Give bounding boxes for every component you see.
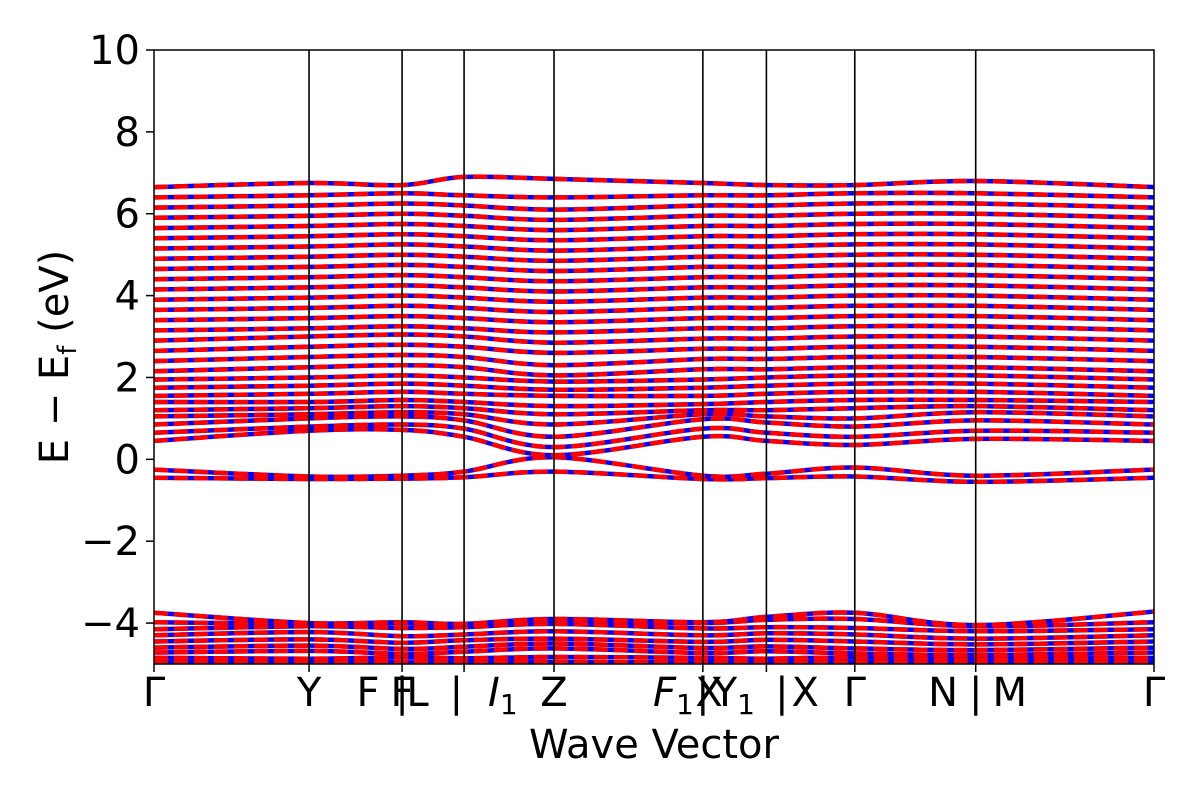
band-line bbox=[154, 313, 1154, 325]
y-tick-label: 8 bbox=[115, 110, 140, 156]
y-tick-label: −4 bbox=[81, 601, 140, 647]
band-line bbox=[154, 397, 1154, 409]
band-line bbox=[154, 323, 1154, 335]
band-line bbox=[154, 352, 1154, 368]
y-tick-label: 0 bbox=[115, 437, 140, 483]
band-line bbox=[154, 362, 1154, 378]
y-tick-label: 4 bbox=[115, 274, 140, 320]
band-line bbox=[154, 641, 1154, 653]
band-line bbox=[154, 414, 1154, 440]
x-tick-label: F bbox=[391, 670, 414, 716]
band-line bbox=[154, 658, 1154, 664]
y-axis-label-main: E − E bbox=[32, 355, 78, 465]
band-line bbox=[154, 372, 1154, 384]
x-tick-label: X bbox=[791, 670, 818, 716]
band-line bbox=[154, 292, 1154, 304]
y-tick-label: 6 bbox=[115, 192, 140, 238]
x-tick-label: M bbox=[993, 670, 1028, 716]
x-tick-label: | bbox=[969, 670, 982, 716]
band-line bbox=[154, 221, 1154, 233]
x-tick-label: | bbox=[395, 670, 408, 716]
y-axis-label-unit: (eV) bbox=[32, 250, 78, 346]
x-tick-label: Γ bbox=[1143, 670, 1166, 716]
band-line bbox=[154, 342, 1154, 356]
band-line bbox=[154, 636, 1154, 647]
band-line bbox=[154, 272, 1154, 284]
x-tick-label: Y1 bbox=[712, 670, 755, 721]
band-line bbox=[154, 231, 1154, 243]
band-line bbox=[154, 252, 1154, 264]
bands-layer bbox=[154, 174, 1154, 664]
band-line bbox=[154, 426, 1154, 458]
band-line bbox=[154, 609, 1154, 628]
x-tick-label: F bbox=[356, 670, 379, 716]
x-tick-label: L bbox=[406, 670, 429, 716]
band-line bbox=[154, 455, 1154, 480]
x-tick-label: X bbox=[695, 670, 722, 716]
x-tick-label: Γ bbox=[143, 670, 166, 716]
y-tick-label: −2 bbox=[81, 519, 140, 565]
y-axis-label-sub: f bbox=[53, 345, 83, 355]
x-tick-label: N bbox=[928, 670, 958, 716]
x-tick-label: | bbox=[696, 670, 709, 716]
band-line bbox=[154, 410, 1154, 427]
x-tick-label: Γ bbox=[844, 670, 867, 716]
band-line bbox=[154, 174, 1154, 190]
band-line bbox=[154, 241, 1154, 253]
band-line bbox=[154, 389, 1154, 399]
band-line bbox=[154, 211, 1154, 223]
x-tick-label: | bbox=[775, 670, 788, 716]
band-line bbox=[154, 621, 1154, 634]
y-axis-label: E − Ef (eV) bbox=[32, 250, 83, 465]
x-tick-label: | bbox=[450, 670, 463, 716]
band-line bbox=[154, 190, 1154, 200]
band-line bbox=[154, 303, 1154, 315]
x-tick-label: F1 bbox=[653, 670, 694, 721]
band-line bbox=[154, 282, 1154, 294]
x-tick-label: Z bbox=[540, 670, 567, 716]
band-line bbox=[154, 380, 1154, 393]
band-line bbox=[154, 262, 1154, 274]
x-axis-label: Wave Vector bbox=[529, 722, 780, 768]
plot-frame bbox=[153, 49, 1155, 665]
y-axis-ticks: 10 8 6 4 2 0 −2 −4 bbox=[81, 28, 154, 647]
band-line bbox=[154, 422, 1154, 450]
x-axis-ticks: Γ Y F FL| | I1 Z F1 |XY1 | X Γ N | M Γ bbox=[143, 664, 1166, 721]
x-tick-label: Y bbox=[296, 670, 322, 716]
x-tick-label: I1 bbox=[488, 670, 518, 721]
y-tick-label: 2 bbox=[115, 355, 140, 401]
band-line bbox=[154, 654, 1154, 661]
band-line bbox=[154, 629, 1154, 641]
y-tick-label: 10 bbox=[89, 28, 140, 74]
band-line bbox=[154, 403, 1154, 417]
high-symmetry-lines bbox=[308, 50, 977, 664]
band-line bbox=[154, 332, 1154, 345]
band-line bbox=[154, 646, 1154, 658]
band-line bbox=[154, 200, 1154, 212]
